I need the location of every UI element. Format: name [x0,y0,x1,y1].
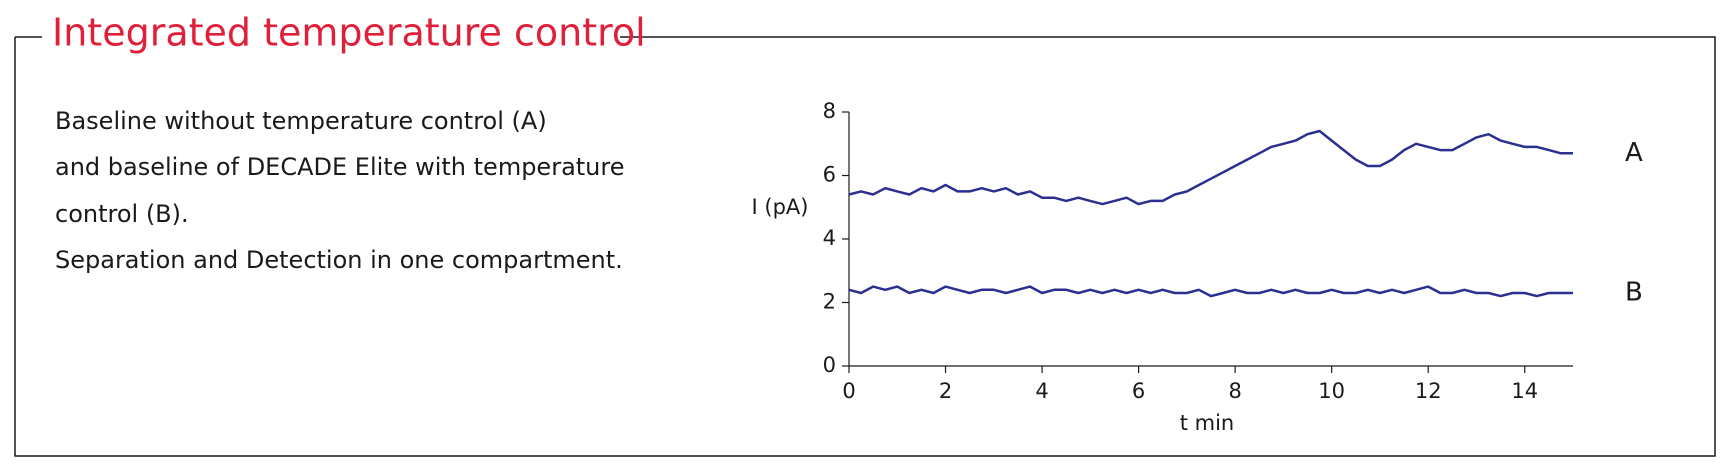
x-tick-label: 8 [1228,379,1241,403]
x-tick-label: 10 [1318,379,1345,403]
series-label: B [1625,277,1643,307]
y-tick-label: 4 [823,226,836,250]
x-tick-label: 4 [1035,379,1048,403]
x-tick-label: 12 [1415,379,1442,403]
series-line [848,285,1573,298]
y-tick-label: 2 [823,290,836,314]
description-line: Separation and Detection in one compartm… [55,246,623,274]
x-tick-label: 2 [939,379,952,403]
x-tick-label: 6 [1132,379,1145,403]
y-tick-label: 6 [823,163,836,187]
y-tick-label: 8 [823,99,836,123]
series-line [848,129,1573,206]
y-tick-label: 0 [823,353,836,377]
description-line: and baseline of DECADE Elite with temper… [55,153,625,181]
description-line: control (B). [55,200,189,228]
panel-title: Integrated temperature control [52,11,646,55]
y-axis-label: I (pA) [752,195,809,219]
description-line: Baseline without temperature control (A) [55,107,547,135]
series-label: A [1625,138,1643,168]
x-tick-label: 14 [1511,379,1538,403]
panel-frame [14,36,1716,457]
x-axis-label: t min [1180,411,1235,435]
x-tick-label: 0 [842,379,855,403]
